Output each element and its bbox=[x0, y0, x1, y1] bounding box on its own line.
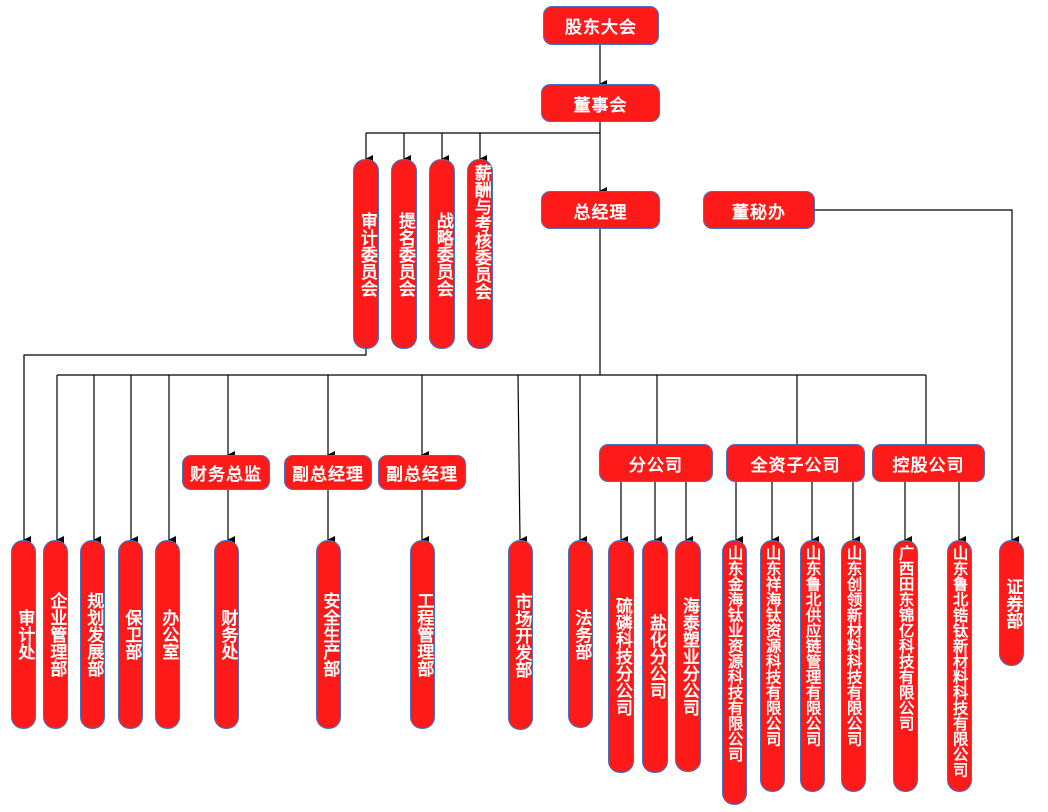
node-label: 证券部 bbox=[1002, 577, 1023, 629]
node-label: 山东鲁北供应链管理有限公司 bbox=[803, 545, 823, 747]
node-branch-3: 海泰塑业分公司 bbox=[675, 540, 701, 772]
node-cfo: 财务总监 bbox=[182, 455, 270, 490]
node-deputy-gm-1: 副总经理 bbox=[284, 455, 372, 490]
node-security: 保卫部 bbox=[118, 540, 143, 729]
node-label: 规划发展部 bbox=[83, 592, 104, 677]
node-label: 审计处 bbox=[14, 609, 35, 660]
node-hold-1: 广西田东锦亿科技有限公司 bbox=[893, 540, 918, 792]
node-label: 海泰塑业分公司 bbox=[678, 596, 699, 716]
node-audit-committee: 审计委员会 bbox=[353, 159, 379, 349]
node-label: 企业管理部 bbox=[46, 592, 67, 677]
node-general-manager: 总经理 bbox=[541, 191, 660, 229]
node-label: 分公司 bbox=[629, 455, 683, 476]
node-label: 盐化分公司 bbox=[645, 614, 666, 699]
node-sub-3: 山东鲁北供应链管理有限公司 bbox=[800, 540, 825, 792]
node-nomination-committee: 提名委员会 bbox=[391, 159, 417, 349]
node-strategy-committee: 战略委员会 bbox=[429, 159, 455, 349]
node-engineering: 工程管理部 bbox=[410, 540, 435, 729]
node-compensation-committee: 薪酬与考核委员会 bbox=[467, 159, 493, 349]
node-securities: 证券部 bbox=[999, 540, 1024, 666]
node-deputy-gm-2: 副总经理 bbox=[378, 455, 466, 490]
node-wholly-owned: 全资子公司 bbox=[726, 444, 865, 482]
node-label: 保卫部 bbox=[121, 609, 142, 660]
node-label: 副总经理 bbox=[386, 465, 458, 485]
node-office: 办公室 bbox=[155, 540, 180, 729]
node-label: 副总经理 bbox=[292, 465, 364, 485]
node-label: 山东金海钛业资源科技有限公司 bbox=[725, 545, 745, 762]
node-label: 董秘办 bbox=[732, 202, 786, 223]
node-label: 市场开发部 bbox=[511, 592, 532, 678]
node-shareholders: 股东大会 bbox=[543, 6, 659, 45]
connector-arrow bbox=[23, 349, 367, 544]
node-label: 山东祥海钛资源科技有限公司 bbox=[763, 545, 783, 747]
node-enterprise-mgmt: 企业管理部 bbox=[43, 540, 68, 729]
node-sub-2: 山东祥海钛资源科技有限公司 bbox=[760, 540, 785, 792]
node-label: 广西田东锦亿科技有限公司 bbox=[896, 545, 916, 731]
node-label: 董事会 bbox=[573, 95, 628, 116]
node-marketing: 市场开发部 bbox=[508, 540, 533, 730]
node-label: 安全生产部 bbox=[319, 592, 340, 677]
connector-arrow bbox=[517, 374, 528, 544]
node-hold-2: 山东鲁北锆钛新材料科技有限公司 bbox=[947, 540, 972, 792]
node-label: 全资子公司 bbox=[750, 455, 841, 476]
node-label: 山东创领新材料科技有限公司 bbox=[844, 545, 864, 747]
node-label: 总经理 bbox=[573, 202, 628, 223]
node-board-secretary-office: 董秘办 bbox=[703, 191, 815, 229]
node-sub-4: 山东创领新材料科技有限公司 bbox=[841, 540, 866, 792]
node-label: 股东大会 bbox=[565, 18, 637, 38]
node-board: 董事会 bbox=[541, 84, 660, 122]
node-branch-1: 硫磷科技分公司 bbox=[608, 540, 634, 773]
node-label: 财务总监 bbox=[190, 465, 262, 485]
node-label: 山东鲁北锆钛新材料科技有限公司 bbox=[950, 545, 970, 778]
node-label: 工程管理部 bbox=[413, 592, 434, 677]
node-branches: 分公司 bbox=[599, 444, 713, 482]
node-sub-1: 山东金海钛业资源科技有限公司 bbox=[722, 540, 747, 805]
node-safety: 安全生产部 bbox=[316, 540, 341, 729]
node-label: 审计委员会 bbox=[356, 211, 377, 297]
node-holding: 控股公司 bbox=[872, 444, 985, 482]
node-label: 薪酬与考核委员会 bbox=[470, 164, 491, 300]
node-label: 控股公司 bbox=[892, 455, 965, 476]
node-label: 战略委员会 bbox=[432, 211, 453, 297]
node-finance: 财务处 bbox=[214, 540, 239, 729]
connector-arrow bbox=[815, 209, 1019, 544]
node-audit-dept: 审计处 bbox=[11, 540, 36, 729]
node-label: 提名委员会 bbox=[394, 211, 415, 297]
node-label: 硫磷科技分公司 bbox=[611, 597, 632, 716]
node-label: 财务处 bbox=[217, 609, 238, 660]
node-label: 办公室 bbox=[158, 609, 179, 660]
node-label: 法务部 bbox=[571, 608, 592, 660]
node-legal: 法务部 bbox=[568, 540, 593, 728]
node-branch-2: 盐化分公司 bbox=[642, 540, 668, 773]
node-planning: 规划发展部 bbox=[80, 540, 105, 729]
